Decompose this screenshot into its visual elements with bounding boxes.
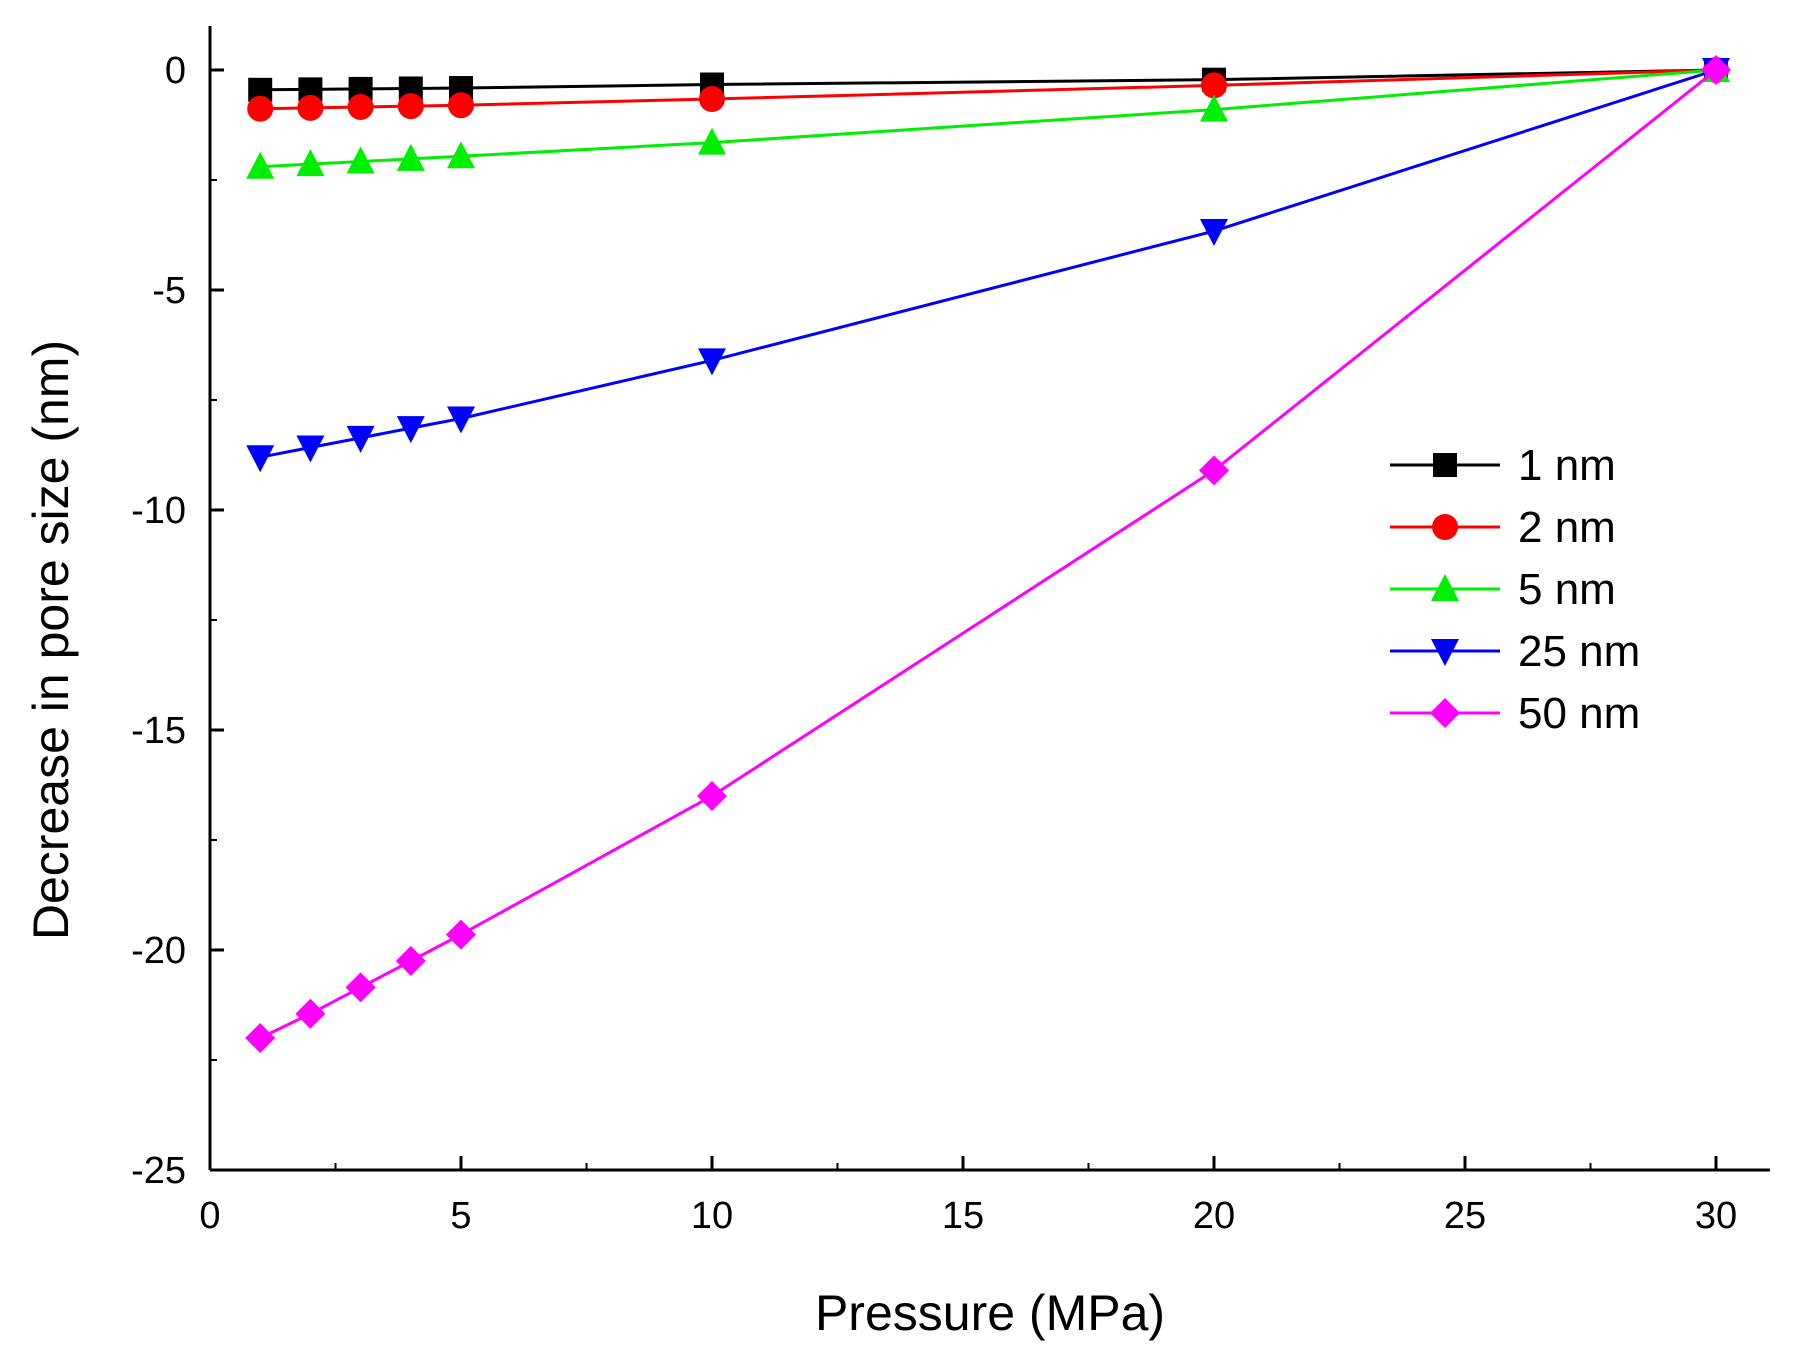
data-point-1-1	[297, 94, 324, 121]
series-1	[247, 57, 1729, 122]
series-line-1	[260, 68, 1717, 111]
legend-item-4: 50 nm	[1390, 689, 1640, 738]
data-point-4-2	[345, 972, 376, 1003]
series-3	[246, 58, 1730, 473]
data-point-2-1	[296, 149, 325, 177]
x-tick-label-5: 25	[1444, 1195, 1486, 1237]
data-point-3-2	[346, 425, 375, 453]
data-point-4-1	[295, 998, 326, 1029]
axis-ticks	[208, 68, 1718, 1172]
data-point-1-6	[1201, 72, 1227, 99]
data-point-2-5	[698, 127, 726, 155]
legend-item-0: 1 nm	[1390, 441, 1616, 490]
data-point-1-0	[247, 95, 274, 122]
legend-marker-4	[1430, 698, 1460, 728]
data-point-3-0	[246, 445, 275, 473]
x-tick-label-1: 5	[450, 1195, 471, 1237]
data-point-1-3	[397, 93, 424, 120]
data-point-4-7	[1701, 55, 1731, 85]
x-tick-label-3: 15	[942, 1195, 984, 1237]
legend-marker-2	[1431, 574, 1459, 601]
data-point-1-5	[699, 86, 725, 113]
data-point-2-3	[396, 143, 425, 171]
data-point-4-4	[446, 919, 476, 950]
data-point-3-1	[296, 435, 325, 463]
legend-label-2: 5 nm	[1518, 565, 1616, 614]
data-point-3-4	[447, 406, 475, 434]
legend-label-1: 2 nm	[1518, 503, 1616, 552]
plot-series	[245, 55, 1731, 1053]
legend-item-2: 5 nm	[1390, 565, 1616, 614]
x-axis-title: Pressure (MPa)	[815, 1285, 1165, 1341]
legend-marker-1	[1432, 514, 1458, 540]
data-point-1-4	[448, 92, 474, 119]
legend-marker-3	[1431, 639, 1459, 666]
data-point-2-6	[1200, 94, 1228, 122]
legend-marker-0	[1433, 453, 1457, 477]
x-tick-label-0: 0	[199, 1195, 220, 1237]
x-tick-label-2: 10	[691, 1195, 733, 1237]
legend-label-0: 1 nm	[1518, 441, 1616, 490]
data-point-2-2	[346, 146, 375, 174]
axes	[208, 26, 1770, 1172]
data-point-4-6	[1199, 455, 1229, 486]
x-tick-label-4: 20	[1193, 1195, 1235, 1237]
y-tick-label-4: -20	[131, 930, 186, 972]
data-point-4-5	[697, 781, 727, 811]
y-tick-label-2: -10	[131, 490, 186, 532]
y-tick-label-0: 0	[165, 50, 186, 92]
series-line-4	[259, 68, 1717, 1040]
series-4	[245, 55, 1731, 1053]
legend-label-4: 50 nm	[1518, 689, 1640, 738]
data-point-2-0	[246, 151, 275, 179]
series-line-2	[260, 68, 1717, 169]
series-line-3	[259, 68, 1717, 459]
series-0	[248, 58, 1728, 102]
data-point-2-4	[447, 141, 475, 169]
y-tick-label-3: -15	[131, 710, 186, 752]
tick-labels: 0 5 10 15 20 25 30 0 -5 -10 -15 -20 -25	[131, 50, 1737, 1237]
data-point-1-2	[347, 93, 374, 120]
data-point-4-3	[395, 946, 426, 976]
legend-item-3: 25 nm	[1390, 627, 1640, 676]
legend: 1 nm 2 nm 5 nm 25 nm 50 nm	[1390, 441, 1640, 738]
y-tick-label-1: -5	[152, 270, 186, 312]
legend-label-3: 25 nm	[1518, 627, 1640, 676]
y-tick-label-5: -25	[131, 1150, 186, 1192]
y-axis-title: Decrease in pore size (nm)	[23, 340, 79, 940]
legend-item-1: 2 nm	[1390, 503, 1616, 552]
data-point-4-0	[245, 1023, 276, 1053]
data-point-3-3	[396, 416, 425, 444]
data-point-3-5	[698, 348, 726, 376]
x-tick-label-6: 30	[1695, 1195, 1737, 1237]
data-point-3-6	[1200, 219, 1228, 247]
